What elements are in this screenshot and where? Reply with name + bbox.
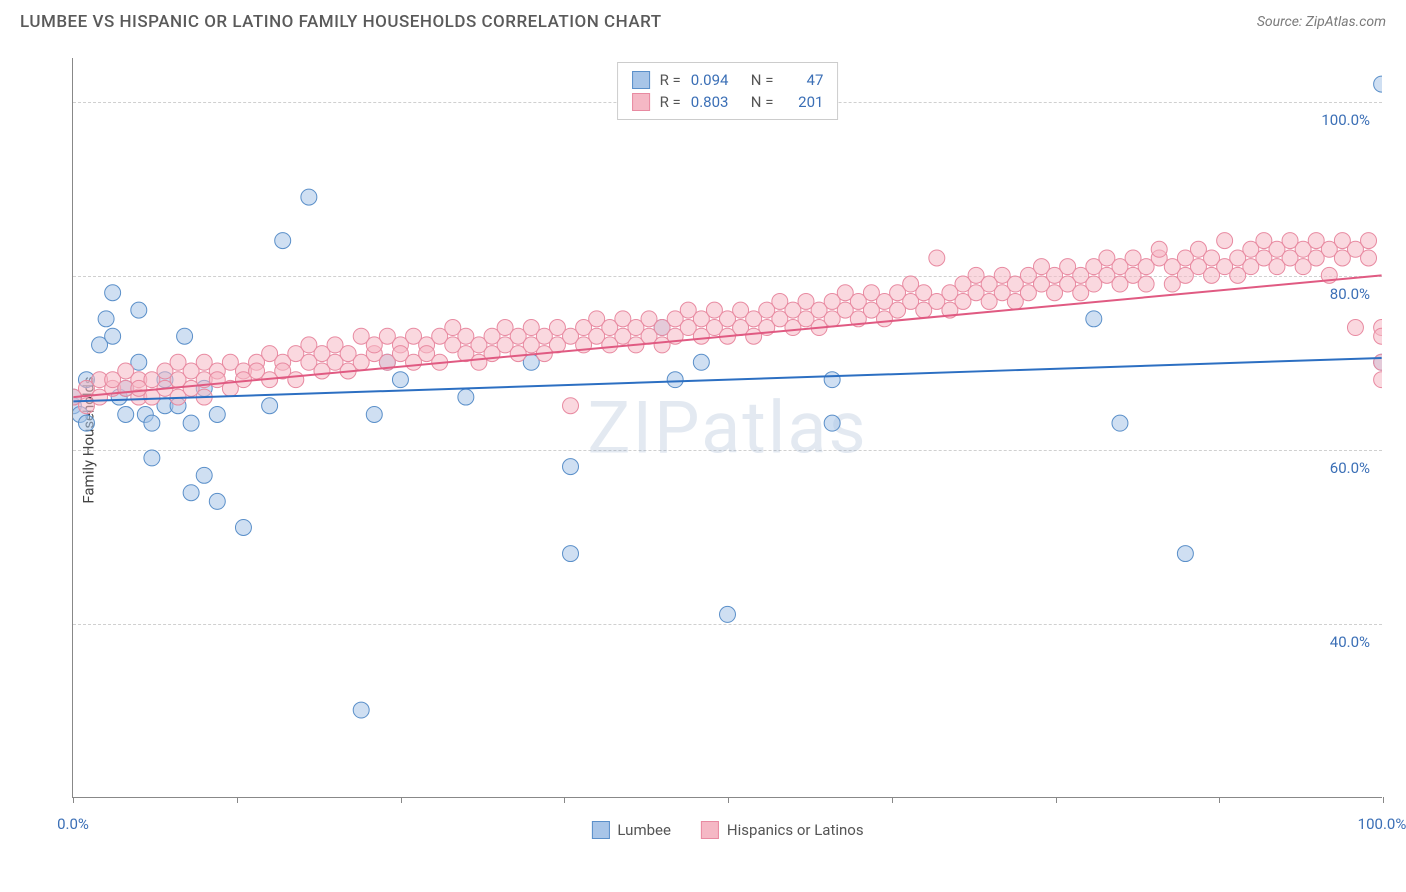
data-point bbox=[693, 354, 709, 370]
data-point bbox=[78, 415, 94, 431]
data-point bbox=[1217, 233, 1233, 249]
data-point bbox=[144, 450, 160, 466]
legend-swatch-lumbee bbox=[591, 821, 609, 839]
data-point bbox=[1347, 320, 1363, 336]
data-point bbox=[98, 311, 114, 327]
x-tick bbox=[892, 797, 893, 803]
r-value-hispanic: 0.803 bbox=[691, 93, 741, 111]
data-point bbox=[563, 546, 579, 562]
data-point bbox=[288, 372, 304, 388]
x-tick bbox=[728, 797, 729, 803]
data-point bbox=[563, 398, 579, 414]
data-point bbox=[301, 189, 317, 205]
data-point bbox=[118, 406, 134, 422]
swatch-lumbee bbox=[632, 71, 650, 89]
data-point bbox=[209, 493, 225, 509]
data-point bbox=[235, 519, 251, 535]
data-point bbox=[183, 485, 199, 501]
data-point bbox=[105, 285, 121, 301]
data-point bbox=[929, 250, 945, 266]
data-point bbox=[563, 459, 579, 475]
data-point bbox=[824, 372, 840, 388]
data-point bbox=[824, 415, 840, 431]
series-legend: Lumbee Hispanics or Latinos bbox=[591, 821, 863, 839]
data-point bbox=[667, 372, 683, 388]
data-point bbox=[209, 406, 225, 422]
data-point bbox=[1374, 76, 1382, 92]
legend-item-hispanic: Hispanics or Latinos bbox=[701, 821, 864, 839]
x-tick bbox=[1219, 797, 1220, 803]
x-tick bbox=[1056, 797, 1057, 803]
x-tick bbox=[73, 797, 74, 803]
data-point bbox=[177, 328, 193, 344]
x-tick-label-end: 100.0% bbox=[1358, 815, 1406, 833]
data-point bbox=[392, 372, 408, 388]
data-point bbox=[458, 389, 474, 405]
data-point bbox=[1086, 311, 1102, 327]
data-point bbox=[183, 415, 199, 431]
data-point bbox=[1112, 415, 1128, 431]
r-value-lumbee: 0.094 bbox=[691, 71, 741, 89]
scatter-plot bbox=[73, 58, 1382, 797]
data-point bbox=[1361, 233, 1377, 249]
data-point bbox=[1138, 276, 1154, 292]
data-point bbox=[720, 606, 736, 622]
x-tick-label-start: 0.0% bbox=[57, 815, 89, 833]
n-value-lumbee: 47 bbox=[783, 71, 823, 89]
chart-title: LUMBEE VS HISPANIC OR LATINO FAMILY HOUS… bbox=[20, 12, 662, 32]
chart-container: Family Households ZIPatlas 40.0%60.0%80.… bbox=[50, 50, 1390, 830]
swatch-hispanic bbox=[632, 93, 650, 111]
chart-header: LUMBEE VS HISPANIC OR LATINO FAMILY HOUS… bbox=[0, 0, 1406, 40]
stats-row-hispanic: R = 0.803 N = 201 bbox=[632, 91, 824, 113]
n-value-hispanic: 201 bbox=[783, 93, 823, 111]
x-tick bbox=[564, 797, 565, 803]
stats-row-lumbee: R = 0.094 N = 47 bbox=[632, 69, 824, 91]
legend-label-lumbee: Lumbee bbox=[617, 821, 671, 839]
data-point bbox=[262, 398, 278, 414]
legend-label-hispanic: Hispanics or Latinos bbox=[727, 821, 864, 839]
data-point bbox=[196, 467, 212, 483]
chart-source: Source: ZipAtlas.com bbox=[1257, 14, 1386, 30]
data-point bbox=[1374, 372, 1382, 388]
data-point bbox=[131, 302, 147, 318]
data-point bbox=[353, 702, 369, 718]
data-point bbox=[1151, 241, 1167, 257]
data-point bbox=[275, 233, 291, 249]
x-tick bbox=[237, 797, 238, 803]
stats-legend: R = 0.094 N = 47 R = 0.803 N = 201 bbox=[617, 62, 839, 120]
data-point bbox=[366, 406, 382, 422]
legend-item-lumbee: Lumbee bbox=[591, 821, 671, 839]
data-point bbox=[1177, 546, 1193, 562]
data-point bbox=[1361, 250, 1377, 266]
data-point bbox=[144, 415, 160, 431]
x-tick bbox=[1383, 797, 1384, 803]
legend-swatch-hispanic bbox=[701, 821, 719, 839]
data-point bbox=[105, 328, 121, 344]
data-point bbox=[1374, 354, 1382, 370]
x-tick bbox=[401, 797, 402, 803]
plot-area: ZIPatlas 40.0%60.0%80.0%100.0% R = 0.094… bbox=[72, 58, 1382, 798]
